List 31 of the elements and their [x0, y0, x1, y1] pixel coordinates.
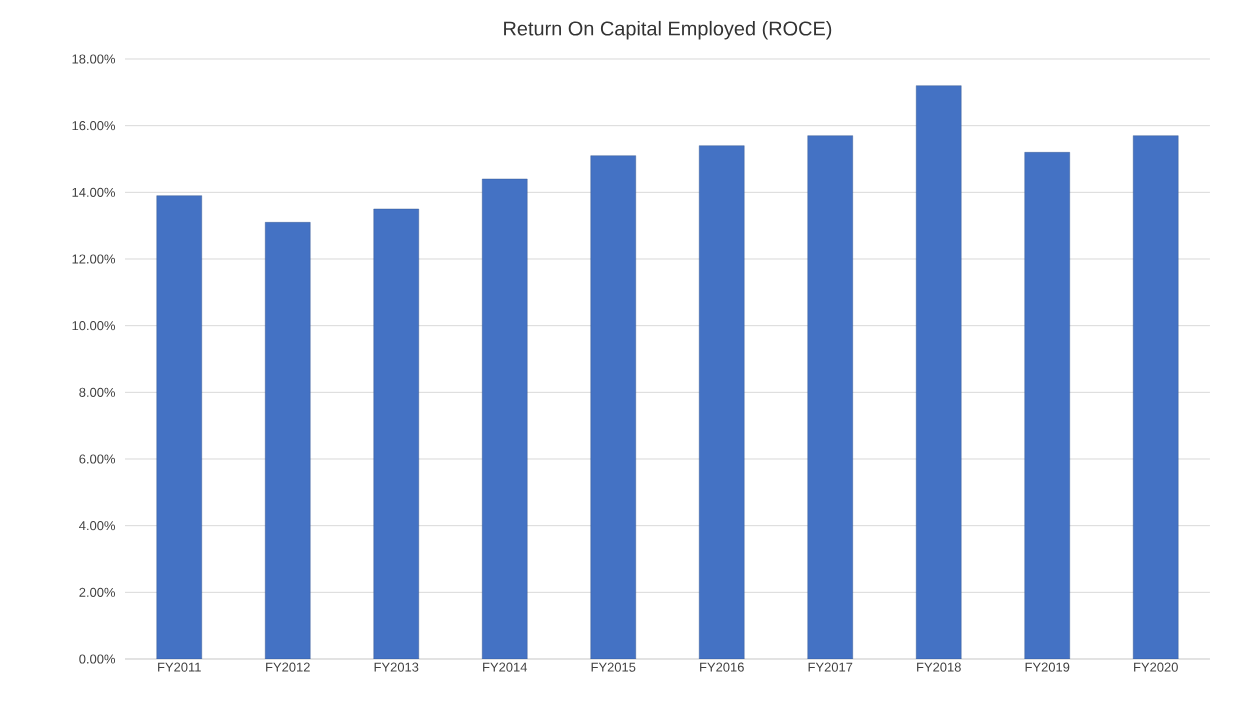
y-tick-label: 8.00%: [79, 387, 116, 397]
x-tick-label: FY2019: [1025, 662, 1070, 672]
y-tick-label: 12.00%: [72, 254, 116, 264]
bar: [699, 145, 745, 659]
y-tick-label: 10.00%: [72, 321, 116, 331]
bar: [590, 155, 636, 659]
x-tick-label: FY2020: [1134, 662, 1178, 672]
x-tick-label: FY2018: [917, 662, 961, 672]
x-tick-label: FY2017: [808, 662, 853, 672]
y-tick-label: 2.00%: [79, 587, 116, 597]
x-tick-label: FY2014: [483, 662, 528, 672]
y-tick-label: 14.00%: [72, 187, 116, 197]
bar: [807, 135, 853, 659]
bar: [373, 208, 419, 659]
x-tick-label: FY2015: [591, 662, 636, 672]
y-tick-label: 4.00%: [79, 521, 116, 531]
x-tick-label: FY2013: [374, 662, 419, 672]
bar: [265, 222, 311, 659]
x-tick-label: FY2016: [700, 662, 744, 672]
bar: [916, 85, 962, 659]
bar: [482, 178, 528, 659]
bar: [156, 195, 202, 659]
y-tick-label: 0.00%: [79, 654, 116, 664]
x-tick-label: FY2011: [158, 662, 201, 672]
chart-title: Return On Capital Employed (ROCE): [504, 20, 832, 40]
x-tick-label: FY2012: [266, 662, 310, 672]
bar: [1024, 152, 1070, 659]
y-tick-label: 6.00%: [79, 454, 116, 464]
bar: [1133, 135, 1179, 659]
y-tick-label: 16.00%: [72, 121, 116, 131]
y-tick-label: 18.00%: [72, 54, 116, 64]
